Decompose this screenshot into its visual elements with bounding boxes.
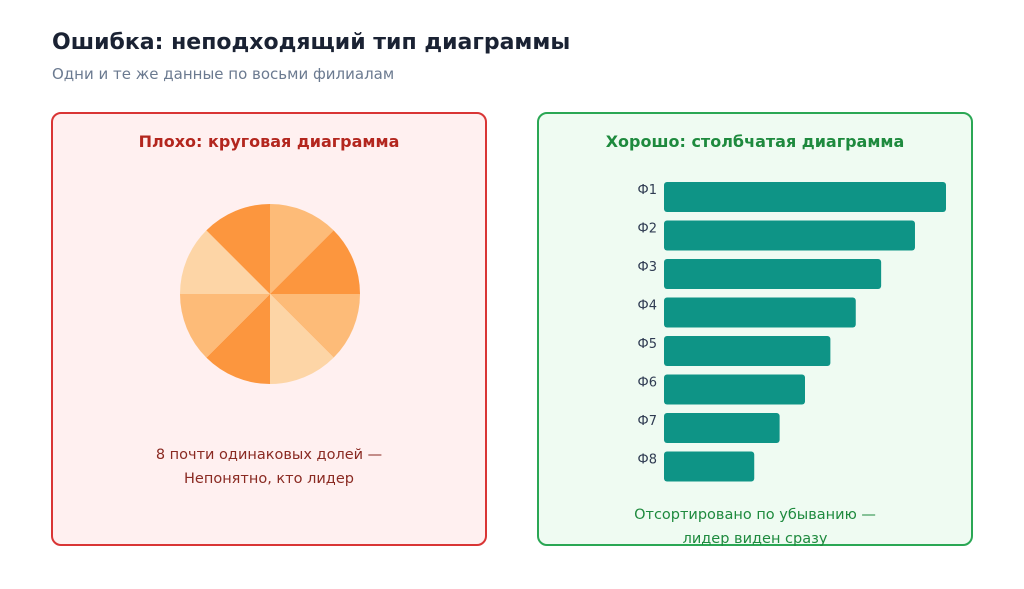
pie-slice-2 xyxy=(270,230,360,294)
bar-2 xyxy=(664,220,915,251)
bad-panel-title: Плохо: круговая диаграмма xyxy=(138,132,400,151)
good-panel-title: Хорошо: столбчатая диаграмма xyxy=(605,132,905,151)
bar-label-2: Ф2 xyxy=(638,222,657,237)
pie-slice-7 xyxy=(180,230,270,294)
bar-label-6: Ф6 xyxy=(638,376,657,391)
pie-slice-4 xyxy=(270,294,334,384)
bar-6 xyxy=(664,374,805,405)
page-title: Ошибка: неподходящий тип диаграммы xyxy=(52,30,571,55)
page-subtitle: Одни и те же данные по восьми филиалам xyxy=(52,65,395,83)
bar-4 xyxy=(664,297,856,328)
pie-chart xyxy=(180,204,360,384)
bar-label-4: Ф4 xyxy=(638,299,657,314)
bar-label-1: Ф1 xyxy=(638,183,657,198)
pie-slice-3 xyxy=(270,294,360,358)
bad-caption-line-2: Непонятно, кто лидер xyxy=(184,471,354,487)
bar-5 xyxy=(664,336,831,366)
bar-label-3: Ф3 xyxy=(638,260,657,275)
good-caption-line-2: лидер виден сразу xyxy=(682,531,828,547)
pie-slice-1 xyxy=(270,204,334,294)
pie-slice-8 xyxy=(206,204,270,294)
bar-label-5: Ф5 xyxy=(638,337,657,352)
bad-caption-line-1: 8 почти одинаковых долей — xyxy=(155,447,383,463)
bad-panel-caption: 8 почти одинаковых долей — Непонятно, кт… xyxy=(53,443,485,491)
pie-slice-6 xyxy=(180,294,270,358)
good-example-panel: Хорошо: столбчатая диаграмма Ф1 Ф2 Ф3 Ф4 Ф5 Ф… xyxy=(537,112,973,547)
bar-1 xyxy=(664,182,946,212)
bar-label-8: Ф8 xyxy=(638,453,657,468)
bar-7 xyxy=(664,413,780,443)
bar-label-7: Ф7 xyxy=(638,414,657,429)
good-caption-line-1: Отсортировано по убыванию — xyxy=(634,507,876,523)
good-panel-caption: Отсортировано по убыванию — лидер виден … xyxy=(539,503,971,551)
bar-3 xyxy=(664,259,882,289)
bar-8 xyxy=(664,451,755,482)
bad-example-panel: Плохо: круговая диаграмма 8 почти одинак… xyxy=(51,112,487,546)
pie-slice-5 xyxy=(206,294,270,384)
bar-chart: Ф1 Ф2 Ф3 Ф4 Ф5 Ф6 Ф7 Ф8 xyxy=(638,182,946,482)
